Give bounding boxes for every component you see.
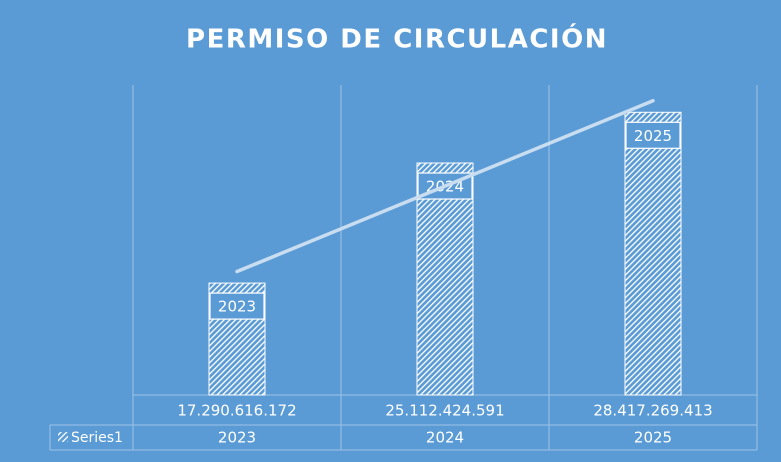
table-value: 28.417.269.413 [593,402,712,420]
legend-label: Series1 [71,430,123,446]
data-label: 2023 [218,298,256,316]
bar [416,162,474,396]
bar [624,111,682,396]
data-label-box [209,292,265,320]
legend-key [58,432,68,442]
table-value: 17.290.616.172 [177,402,296,420]
data-label: 2025 [634,127,672,145]
table-value: 25.112.424.591 [385,402,504,420]
table-category: 2025 [634,429,672,447]
table-category: 2023 [218,429,256,447]
trendline [235,98,655,274]
table-category: 2024 [426,429,464,447]
chart-title: PERMISO DE CIRCULACIÓN [186,23,608,55]
data-label-box [625,121,681,149]
